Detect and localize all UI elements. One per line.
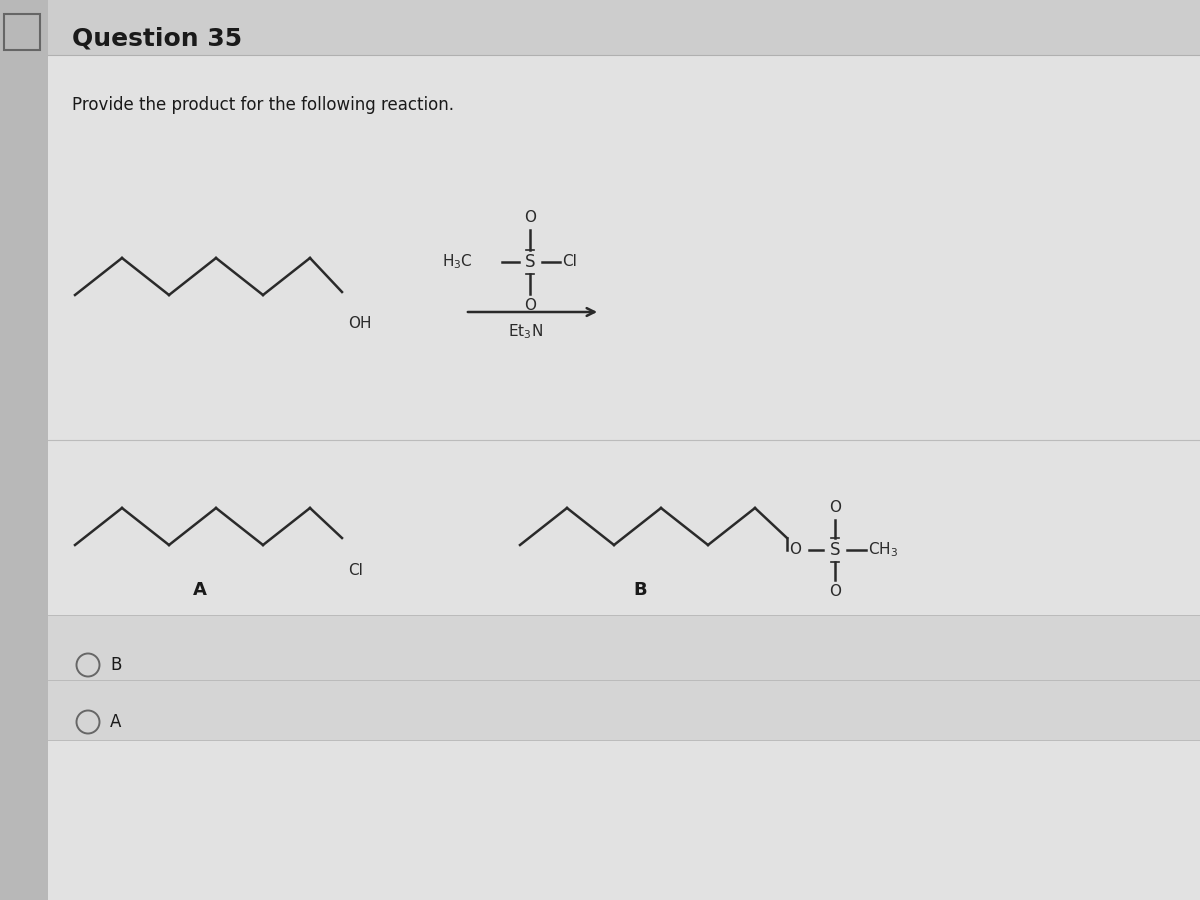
Text: Cl: Cl xyxy=(562,255,577,269)
Text: O: O xyxy=(829,584,841,599)
Text: CH$_3$: CH$_3$ xyxy=(868,541,898,560)
Text: Et$_3$N: Et$_3$N xyxy=(508,322,542,341)
Text: Question 35: Question 35 xyxy=(72,26,242,50)
FancyBboxPatch shape xyxy=(48,0,1200,900)
Text: O: O xyxy=(829,500,841,516)
Bar xyxy=(48,615,1200,680)
Bar xyxy=(48,680,1200,740)
Text: OH: OH xyxy=(348,316,372,331)
Text: A: A xyxy=(193,581,206,599)
Bar xyxy=(0,0,48,900)
Text: B: B xyxy=(110,656,121,674)
Bar xyxy=(48,0,1200,55)
Text: H$_3$C: H$_3$C xyxy=(442,253,473,272)
Text: B: B xyxy=(634,581,647,599)
Text: O: O xyxy=(790,543,802,557)
Text: O: O xyxy=(524,211,536,226)
Text: S: S xyxy=(524,253,535,271)
Text: O: O xyxy=(524,299,536,313)
Text: S: S xyxy=(829,541,840,559)
Text: Provide the product for the following reaction.: Provide the product for the following re… xyxy=(72,96,454,114)
Text: Cl: Cl xyxy=(348,563,362,578)
Text: A: A xyxy=(110,713,121,731)
Bar xyxy=(48,440,1200,900)
